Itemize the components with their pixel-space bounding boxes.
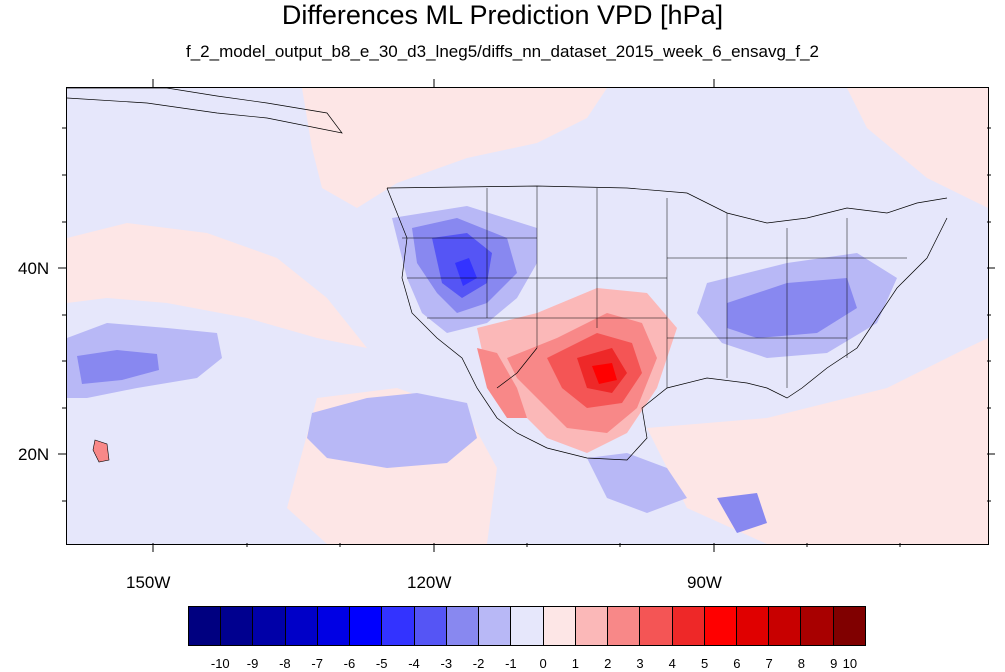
colorbar-label: -3: [440, 656, 453, 671]
map-svg: [67, 88, 988, 544]
lat-label-40n: 40N: [18, 259, 50, 278]
lon-label-150w: 150W: [126, 573, 171, 592]
colorbar-swatch: [221, 607, 254, 645]
colorbar-swatch: [608, 607, 641, 645]
colorbar-label: 1: [571, 656, 580, 671]
field-zero-north-pacific: [302, 88, 607, 208]
field-zero-caribbean: [647, 338, 988, 544]
colorbar-label: -5: [375, 656, 388, 671]
colorbar-swatch: [769, 607, 802, 645]
colorbar-label: 7: [765, 656, 773, 671]
lon-label-120w: 120W: [407, 573, 452, 592]
colorbar-label: -9: [246, 656, 259, 671]
coastlines: [67, 88, 948, 461]
colorbar-swatch: [833, 607, 865, 645]
field-neg3-central-pacific: [77, 350, 159, 384]
colorbar-label: 4: [668, 656, 676, 671]
colorbar-swatch: [446, 607, 480, 645]
colorbar-swatch: [640, 607, 673, 645]
page-title: Differences ML Prediction VPD [hPa]: [281, 0, 724, 30]
lat-label-20n: 20N: [18, 445, 50, 464]
colorbar-label: 5: [700, 656, 709, 671]
field-zero-pacific-band: [67, 223, 367, 348]
colorbar-label: -4: [408, 656, 420, 671]
colorbar-label: -7: [311, 656, 323, 671]
colorbar-label: -1: [505, 656, 517, 671]
field-neg3-central-america: [717, 493, 767, 533]
colorbar-swatch: [382, 607, 415, 645]
field-neg2-eastern-pacific: [307, 393, 477, 468]
field-zero-northeast: [847, 88, 988, 208]
colorbar-label: 9: [830, 656, 838, 671]
colorbar-swatch: [704, 607, 737, 645]
colorbar-swatch: [189, 607, 222, 645]
colorbar-swatch: [350, 607, 383, 645]
colorbar-swatch: [317, 607, 351, 645]
hawaii-island: [92, 439, 110, 463]
map-panel[interactable]: [66, 87, 989, 545]
colorbar-label: 8: [797, 656, 806, 671]
colorbar-swatch: [511, 607, 544, 645]
colorbar-swatch: [285, 607, 318, 645]
page-subtitle: f_2_model_output_b8_e_30_d3_lneg5/diffs_…: [185, 42, 820, 61]
field-neg3-southeast-us: [727, 278, 857, 338]
colorbar: [188, 606, 866, 646]
colorbar-swatch: [543, 607, 576, 645]
colorbar-swatch: [801, 607, 834, 645]
field-neg2-southern-mexico: [587, 453, 687, 513]
colorbar-label: 6: [733, 656, 741, 671]
colorbar-swatch: [414, 607, 447, 645]
colorbar-swatch: [479, 607, 512, 645]
colorbar-swatch: [575, 607, 609, 645]
colorbar-label: 10: [842, 656, 858, 671]
field-neg5-great-basin: [455, 258, 477, 286]
colorbar-swatch: [253, 607, 286, 645]
colorbar-swatch: [672, 607, 705, 645]
colorbar-label: -10: [210, 656, 230, 671]
colorbar-label: 0: [539, 656, 547, 671]
colorbar-swatch: [736, 607, 770, 645]
colorbar-label: 2: [604, 656, 612, 671]
colorbar-label: -6: [343, 656, 356, 671]
state-borders: [402, 186, 907, 388]
colorbar-label: -2: [472, 656, 485, 671]
colorbar-label: -8: [279, 656, 291, 671]
field-pos5-texas-core: [592, 363, 617, 384]
colorbar-label: 3: [636, 656, 644, 671]
lon-label-90w: 90W: [687, 573, 722, 592]
field-pos2-baja: [477, 348, 527, 418]
